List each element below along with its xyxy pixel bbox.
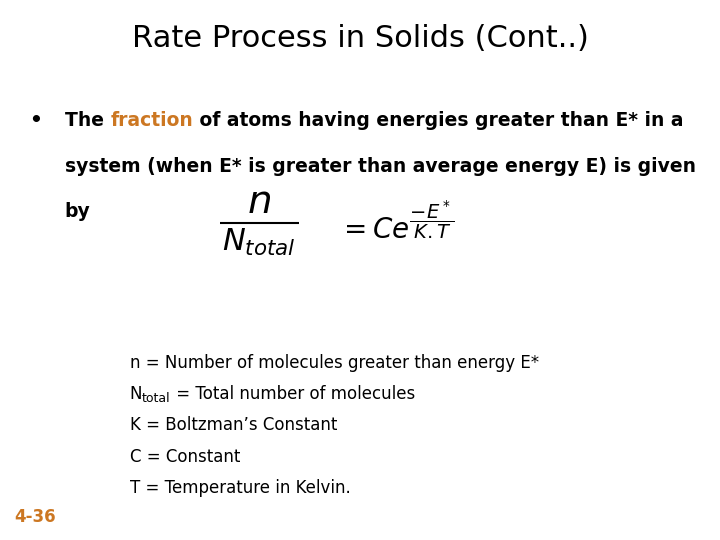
Text: total: total [142, 392, 171, 404]
Text: C = Constant: C = Constant [130, 448, 240, 465]
Text: system (when E* is greater than average energy E) is given: system (when E* is greater than average … [65, 157, 696, 176]
Text: T = Temperature in Kelvin.: T = Temperature in Kelvin. [130, 479, 351, 497]
Text: $= Ce^{\dfrac{-E^*}{K.T}}$: $= Ce^{\dfrac{-E^*}{K.T}}$ [338, 201, 455, 245]
Text: •: • [29, 111, 42, 130]
Text: = Total number of molecules: = Total number of molecules [171, 385, 415, 403]
Text: N: N [130, 385, 142, 403]
Text: The: The [65, 111, 110, 130]
Text: fraction: fraction [110, 111, 193, 130]
Text: of atoms having energies greater than E* in a: of atoms having energies greater than E*… [193, 111, 683, 130]
Text: Rate Process in Solids (Cont..): Rate Process in Solids (Cont..) [132, 24, 588, 53]
Text: n = Number of molecules greater than energy E*: n = Number of molecules greater than ene… [130, 354, 539, 372]
Text: 4-36: 4-36 [14, 509, 56, 526]
Text: K = Boltzman’s Constant: K = Boltzman’s Constant [130, 416, 337, 434]
Text: by: by [65, 202, 91, 221]
Text: $n$: $n$ [247, 184, 271, 221]
Text: $N_{total}$: $N_{total}$ [222, 227, 296, 258]
